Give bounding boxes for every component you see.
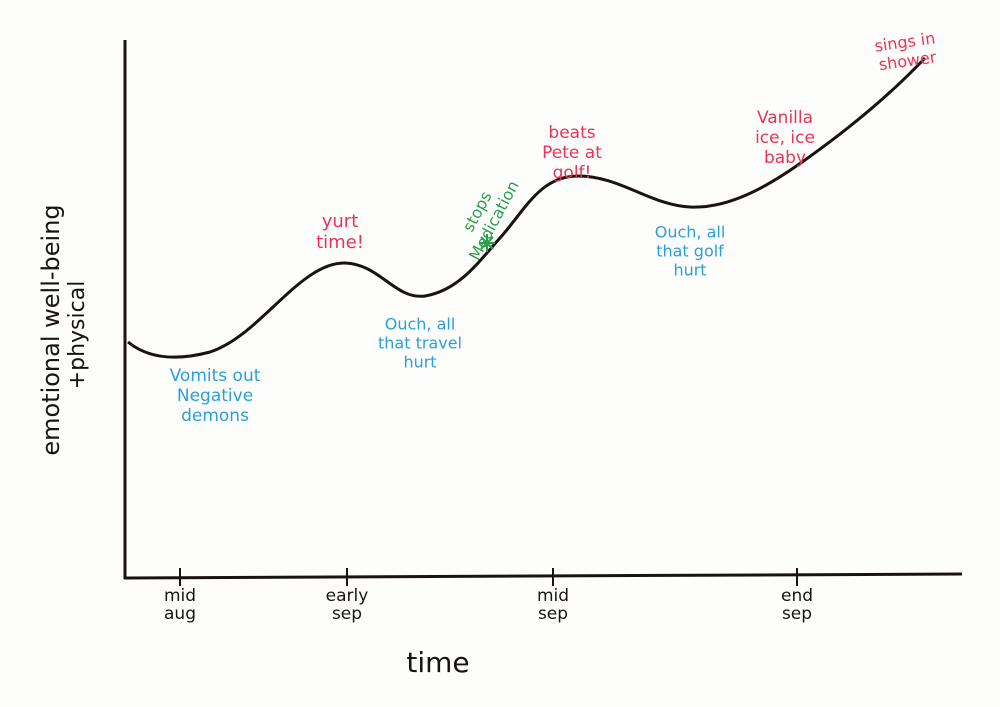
y-axis-title-line: +physical (65, 281, 90, 390)
annotation-line: yurt (322, 211, 359, 232)
x-tick-label: end (781, 586, 813, 606)
x-axis (123, 572, 963, 580)
annotation-line: Negative (177, 386, 253, 406)
annotation-line: Ouch, all (385, 315, 456, 334)
x-tick-label: sep (782, 604, 812, 624)
annotation-line: golf! (553, 163, 592, 183)
x-tick-label: sep (538, 604, 568, 624)
asterisk (479, 234, 495, 252)
annotation-line: Vomits out (170, 366, 261, 386)
annotation-line: demons (181, 406, 249, 426)
x-tick-label: mid (164, 586, 196, 606)
annotation-line: hurt (673, 261, 706, 280)
x-tick-label: aug (164, 604, 196, 624)
y-axis-title-line: emotional well-being (37, 204, 65, 455)
annotation-line: ice, ice (755, 128, 815, 148)
annotation-line: beats (548, 123, 595, 143)
y-axis-title: emotional well-being +physical (37, 204, 90, 455)
annotation-line: hurt (403, 353, 436, 372)
x-tick-label: sep (332, 604, 362, 624)
well-being-curve (127, 56, 927, 359)
x-tick-label: mid (537, 586, 569, 606)
annotation-line: Pete at (542, 143, 602, 163)
x-axis-title: time (406, 646, 469, 679)
annotation-line: Vanilla (757, 108, 813, 128)
annotation-line: time! (316, 232, 364, 253)
annotation-line: that golf (656, 242, 724, 261)
annotation-line: baby (764, 148, 806, 168)
annotation-line: Ouch, all (655, 223, 726, 242)
x-tick-label: early (326, 586, 369, 606)
annotation-line: that travel (378, 334, 462, 353)
